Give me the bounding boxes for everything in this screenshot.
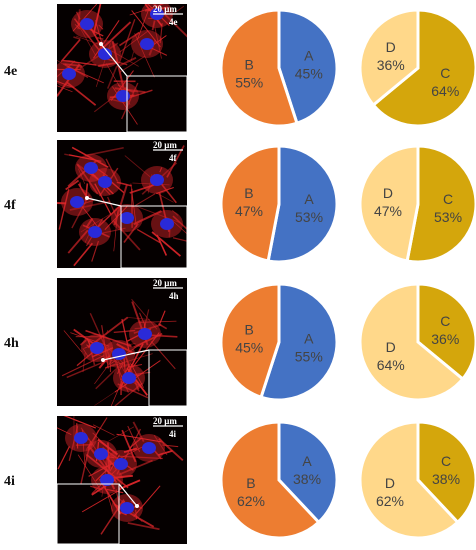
- pie-slice-b: [219, 144, 281, 263]
- row-label: 4f: [4, 198, 16, 213]
- pie-slice-d: [358, 420, 460, 540]
- slice-percent-label: 45%: [295, 65, 323, 81]
- scale-bar-label: 20 μm: [153, 278, 177, 288]
- slice-percent-label: 64%: [377, 357, 405, 373]
- pie-chart-cd: C 64% D 36%: [358, 8, 476, 128]
- pie-chart-ab: A 53% B 47%: [219, 144, 339, 264]
- slice-category-label: D: [385, 475, 395, 491]
- row-4i: 4i 20 μm 4i A 38% B 62% C 38% D 62%: [0, 416, 476, 548]
- pie-slice-a: [277, 420, 339, 525]
- zoom-inset-frame: [126, 75, 187, 132]
- slice-percent-label: 53%: [295, 209, 323, 225]
- pie-slice-a: [277, 8, 339, 126]
- row-4e: 4e 20 μm 4e A 45% B 55% C 64% D 36%: [0, 4, 476, 136]
- slice-percent-label: 38%: [432, 471, 460, 487]
- row-label: 4h: [4, 336, 19, 351]
- pie-chart-ab: A 45% B 55%: [219, 8, 339, 128]
- slice-category-label: A: [304, 47, 314, 63]
- slice-category-label: B: [244, 185, 253, 201]
- zoom-inset-frame: [120, 205, 187, 268]
- image-tag-label: 4f: [169, 153, 178, 163]
- pie-slice-c: [371, 8, 476, 128]
- slice-category-label: A: [304, 191, 314, 207]
- row-4h: 4h 20 μm 4h A 55% B 45% C 36% D 64%: [0, 278, 476, 410]
- slice-category-label: D: [386, 339, 396, 355]
- scale-bar-label: 20 μm: [153, 416, 177, 426]
- slice-percent-label: 53%: [434, 209, 462, 225]
- slice-percent-label: 55%: [235, 75, 263, 91]
- scale-bar-label: 20 μm: [153, 4, 177, 14]
- slice-category-label: B: [245, 57, 254, 73]
- slice-category-label: B: [246, 475, 255, 491]
- row-label: 4i: [4, 474, 15, 489]
- slice-percent-label: 47%: [374, 203, 402, 219]
- slice-category-label: D: [383, 185, 393, 201]
- pie-slice-b: [219, 282, 281, 400]
- pie-slice-d: [358, 282, 465, 402]
- slice-category-label: C: [443, 191, 453, 207]
- slice-category-label: C: [441, 453, 451, 469]
- image-tag-label: 4h: [169, 291, 179, 301]
- slice-percent-label: 36%: [431, 331, 459, 347]
- slice-percent-label: 36%: [377, 57, 405, 73]
- pie-slice-b: [219, 8, 299, 128]
- slice-category-label: C: [440, 65, 450, 81]
- slice-percent-label: 64%: [431, 83, 459, 99]
- pie-chart-cd: C 36% D 64%: [358, 282, 476, 402]
- micrograph: 20 μm 4h: [57, 278, 187, 406]
- slice-percent-label: 45%: [235, 339, 263, 355]
- pie-chart-ab: A 38% B 62%: [219, 420, 339, 540]
- zoom-inset-frame: [57, 483, 120, 544]
- slice-category-label: C: [440, 313, 450, 329]
- pie-chart-cd: C 53% D 47%: [358, 144, 476, 264]
- zoom-inset-frame: [148, 349, 187, 406]
- micrograph: 20 μm 4f: [57, 140, 187, 268]
- pie-slice-d: [358, 8, 420, 108]
- slice-category-label: A: [304, 331, 314, 347]
- image-tag-label: 4e: [169, 17, 178, 27]
- row-4f: 4f 20 μm 4f A 53% B 47% C 53% D 47%: [0, 140, 476, 272]
- pie-slice-a: [266, 144, 339, 264]
- pie-chart-cd: C 38% D 62%: [358, 420, 476, 540]
- micrograph: 20 μm 4e: [57, 4, 187, 132]
- slice-percent-label: 38%: [293, 471, 321, 487]
- slice-category-label: B: [245, 321, 254, 337]
- row-label: 4e: [4, 64, 18, 79]
- pie-chart-ab: A 55% B 45%: [219, 282, 339, 402]
- pie-slice-c: [416, 282, 476, 382]
- slice-percent-label: 62%: [376, 493, 404, 509]
- slice-percent-label: 55%: [295, 349, 323, 365]
- slice-category-label: D: [386, 39, 396, 55]
- image-tag-label: 4i: [169, 429, 177, 439]
- pie-slice-b: [219, 420, 321, 540]
- slice-percent-label: 62%: [237, 493, 265, 509]
- scale-bar-label: 20 μm: [153, 140, 177, 150]
- slice-category-label: A: [302, 453, 312, 469]
- pie-slice-c: [416, 420, 476, 525]
- slice-percent-label: 47%: [235, 203, 263, 219]
- pie-slice-d: [358, 144, 420, 263]
- micrograph: 20 μm 4i: [57, 416, 187, 544]
